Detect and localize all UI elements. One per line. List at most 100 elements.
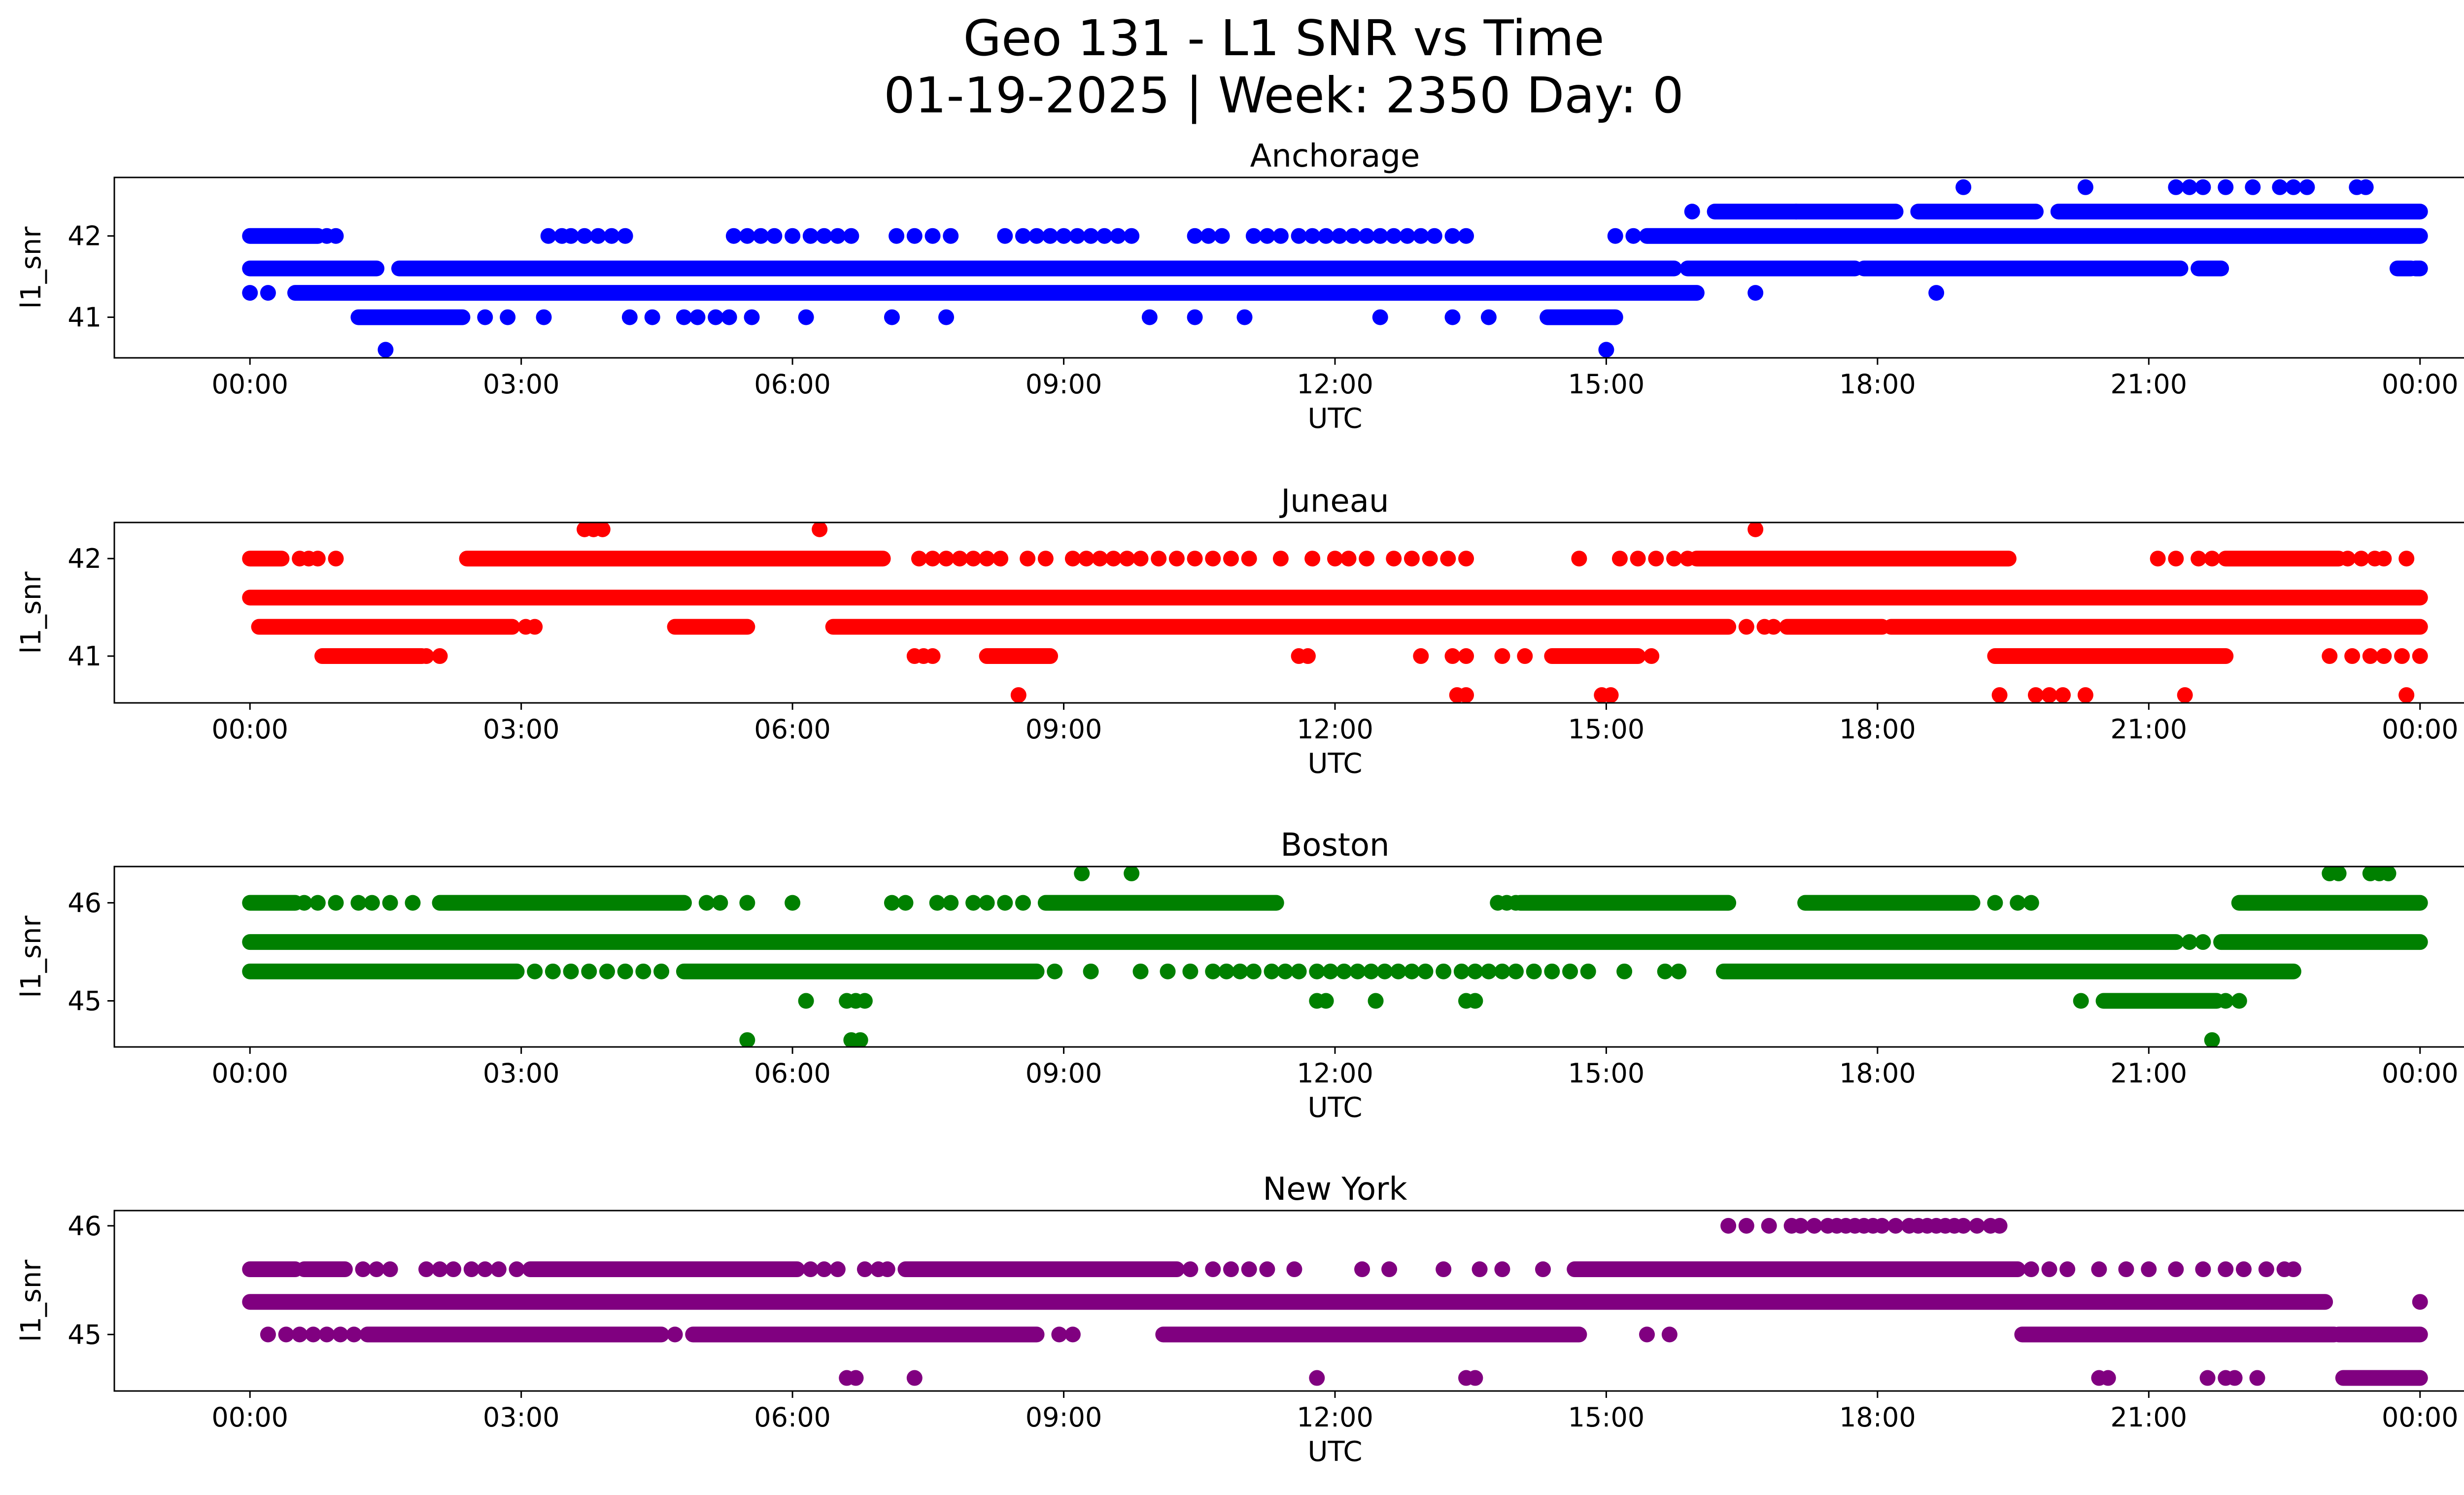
snr-point (1991, 1217, 2008, 1234)
snr-point (260, 285, 276, 301)
snr-point (1661, 1326, 1677, 1343)
x-tick-label: 15:00 (1568, 369, 1645, 400)
snr-point (1747, 522, 1764, 537)
snr-point (2398, 551, 2415, 567)
snr-point (1300, 648, 1316, 664)
snr-point (1205, 1261, 1221, 1278)
x-tick-label: 15:00 (1568, 714, 1645, 745)
snr-point (1028, 228, 1045, 244)
snr-point (2380, 867, 2396, 881)
snr-point (1182, 963, 1198, 979)
snr-point (1657, 963, 1673, 979)
snr-point (2041, 1261, 2057, 1278)
snr-point (1047, 963, 1063, 979)
x-tick-label: 12:00 (1297, 714, 1373, 745)
snr-point (2362, 648, 2378, 664)
snr-point (617, 963, 633, 979)
snr-point (1625, 228, 1642, 244)
snr-point (1955, 179, 1972, 195)
snr-point (906, 1370, 923, 1386)
snr-point (2322, 648, 2338, 664)
snr-point (2027, 687, 2044, 703)
snr-point (604, 228, 620, 244)
snr-point (1611, 551, 1628, 567)
snr-point (463, 1261, 479, 1278)
snr-point (1458, 228, 1474, 244)
snr-point (766, 228, 783, 244)
snr-point (1286, 1261, 1302, 1278)
snr-point (563, 228, 579, 244)
snr-point (1887, 1217, 1904, 1234)
x-tick-label: 00:00 (211, 1402, 288, 1433)
snr-point (418, 648, 435, 664)
snr-point (816, 228, 832, 244)
y-tick-label: 45 (68, 986, 102, 1017)
x-tick-label: 18:00 (1839, 1402, 1916, 1433)
snr-point (382, 895, 398, 911)
snr-point (1403, 963, 1420, 979)
snr-point (1969, 1217, 1985, 1234)
snr-point (2100, 1370, 2116, 1386)
snr-point (1607, 228, 1623, 244)
snr-point (1245, 963, 1262, 979)
snr-point (2330, 867, 2347, 881)
snr-point (2353, 551, 2369, 567)
snr-point (1304, 228, 1321, 244)
snr-point (1603, 687, 1619, 703)
snr-point (1168, 551, 1185, 567)
y-axis-label: l1_snr (15, 1259, 47, 1342)
snr-point (1354, 1261, 1370, 1278)
snr-point (943, 895, 959, 911)
snr-point (1277, 963, 1294, 979)
snr-point (2204, 551, 2220, 567)
snr-point (1241, 1261, 1257, 1278)
snr-point (418, 1261, 435, 1278)
snr-point (292, 1326, 308, 1343)
snr-point (1765, 619, 1781, 635)
x-tick-label: 21:00 (2111, 714, 2188, 745)
snr-point (938, 551, 955, 567)
snr-point (1322, 963, 1338, 979)
snr-point (2059, 1261, 2076, 1278)
data-marks (242, 867, 2428, 1047)
snr-point (1376, 963, 1393, 979)
snr-point (1110, 228, 1126, 244)
x-tick-label: 00:00 (2382, 1402, 2459, 1433)
snr-point (2285, 1261, 2301, 1278)
snr-point (599, 963, 615, 979)
x-axis-label: UTC (1307, 748, 1362, 780)
snr-point (1056, 228, 1072, 244)
snr-point (979, 895, 995, 911)
snr-point (1987, 895, 2003, 911)
snr-point (1214, 228, 1230, 244)
snr-point (1580, 963, 1596, 979)
snr-point (2339, 551, 2356, 567)
x-tick-label: 06:00 (754, 1058, 831, 1089)
snr-point (1639, 1326, 1655, 1343)
snr-point (884, 309, 900, 325)
subplot-title: Boston (1280, 827, 1389, 864)
snr-point (2358, 179, 2374, 195)
snr-point (1318, 228, 1334, 244)
snr-point (829, 228, 846, 244)
snr-point (377, 342, 394, 358)
snr-point (1422, 551, 1438, 567)
x-tick-label: 09:00 (1026, 714, 1102, 745)
snr-point (309, 551, 326, 567)
x-tick-label: 18:00 (1839, 1058, 1916, 1089)
snr-point (2118, 1261, 2134, 1278)
snr-point (1015, 895, 1031, 911)
snr-point (929, 895, 945, 911)
snr-point (477, 1261, 493, 1278)
snr-point (2055, 687, 2071, 703)
snr-point (2077, 687, 2093, 703)
snr-point (2272, 179, 2288, 195)
snr-point (2218, 179, 2234, 195)
snr-point (1096, 228, 1113, 244)
data-marks (242, 1217, 2428, 1386)
snr-point (1571, 551, 1587, 567)
snr-point (708, 309, 724, 325)
snr-point (1453, 963, 1470, 979)
snr-point (1928, 285, 1945, 301)
snr-point (577, 228, 593, 244)
